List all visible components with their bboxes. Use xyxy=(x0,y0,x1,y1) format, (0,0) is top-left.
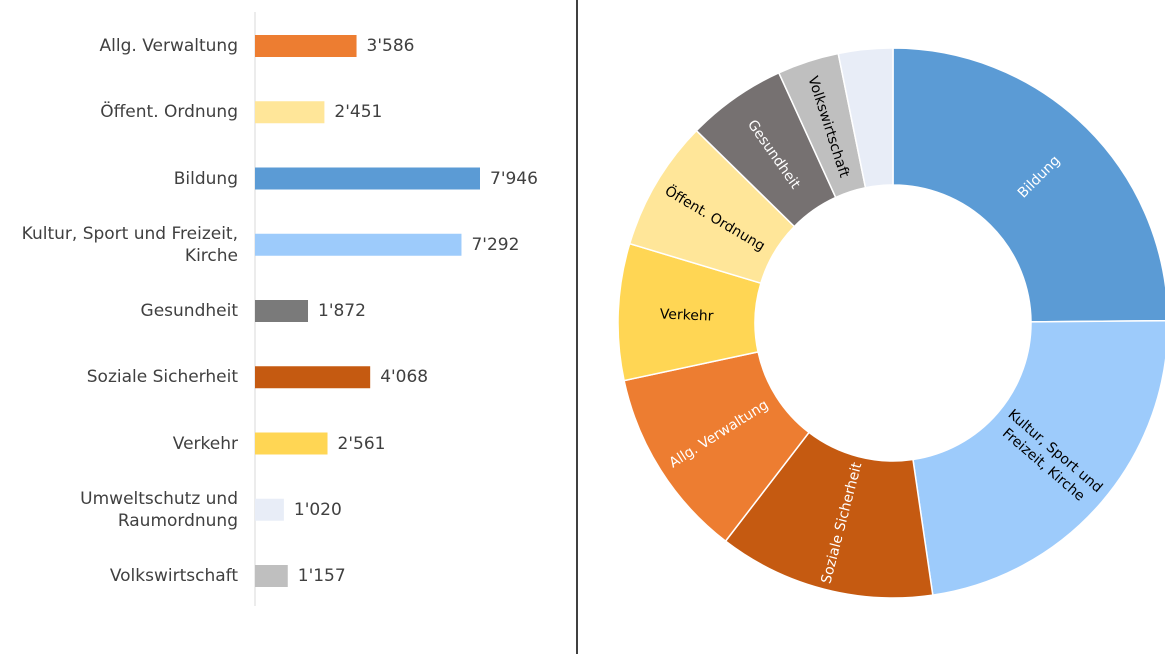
bar xyxy=(255,432,328,455)
donut-slice xyxy=(837,47,894,189)
value-label: 1'872 xyxy=(318,301,366,321)
value-label: 4'068 xyxy=(380,367,429,388)
donut-slice xyxy=(892,47,1165,323)
bar xyxy=(255,565,288,587)
value-label: 7'292 xyxy=(471,234,520,255)
value-label: 7'946 xyxy=(490,168,538,189)
slice-label: Verkehr xyxy=(659,306,714,324)
bar xyxy=(255,233,462,256)
value-label: 2'561 xyxy=(337,433,386,454)
category-label: Allg. Verwaltung xyxy=(99,36,238,56)
bar xyxy=(255,101,325,124)
category-label: Gesundheit xyxy=(140,301,238,321)
bar xyxy=(255,300,309,322)
category-label: Verkehr xyxy=(172,433,238,454)
bar xyxy=(255,366,371,389)
category-label: Umweltschutz und Raumordnung xyxy=(80,488,238,531)
donut-slice xyxy=(623,351,811,543)
value-label: 3'586 xyxy=(366,36,415,56)
category-label: Kultur, Sport und Freizeit, Kirche xyxy=(21,223,238,266)
category-label: Volkswirtschaft xyxy=(109,566,238,586)
donut-slice xyxy=(912,319,1165,596)
bar xyxy=(255,498,284,521)
category-label: Bildung xyxy=(173,168,238,189)
value-label: 1'020 xyxy=(293,499,342,520)
category-label: Öffent. Ordnung xyxy=(100,102,238,123)
bar xyxy=(255,35,357,57)
value-label: 2'451 xyxy=(334,102,383,123)
category-label: Soziale Sicherheit xyxy=(86,367,238,388)
value-label: 1'157 xyxy=(297,566,346,586)
bar xyxy=(255,167,480,190)
